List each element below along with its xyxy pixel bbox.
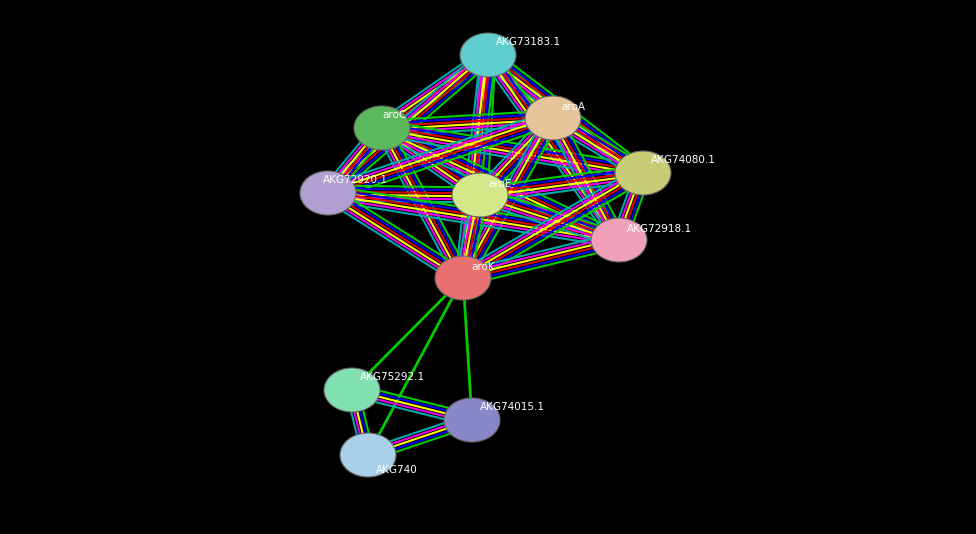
Text: aroA: aroA [561,102,585,112]
Ellipse shape [435,256,491,300]
Text: aroK: aroK [471,262,495,272]
Ellipse shape [444,398,500,442]
Text: AKG73183.1: AKG73183.1 [496,37,561,47]
Ellipse shape [324,368,380,412]
Text: aroC: aroC [382,110,406,120]
Ellipse shape [300,171,356,215]
Text: aroE: aroE [488,179,511,189]
Ellipse shape [354,106,410,150]
Ellipse shape [591,218,647,262]
Text: AKG72918.1: AKG72918.1 [627,224,692,234]
Ellipse shape [452,173,508,217]
Text: AKG75292.1: AKG75292.1 [360,372,426,382]
Text: AKG740: AKG740 [376,465,418,475]
Ellipse shape [460,33,516,77]
Text: AKG74080.1: AKG74080.1 [651,155,715,165]
Ellipse shape [525,96,581,140]
Ellipse shape [340,433,396,477]
Text: AKG74015.1: AKG74015.1 [480,402,545,412]
Text: AKG72920.1: AKG72920.1 [323,175,388,185]
Ellipse shape [615,151,671,195]
